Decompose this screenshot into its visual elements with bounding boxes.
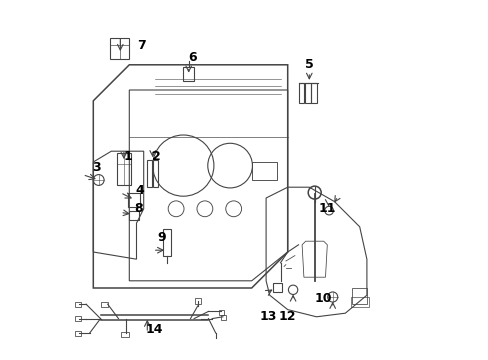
Text: 5: 5 (305, 58, 313, 71)
Text: 4: 4 (136, 184, 144, 197)
Text: 12: 12 (278, 310, 296, 323)
Text: 8: 8 (134, 202, 142, 215)
Text: 1: 1 (123, 150, 132, 163)
Text: 2: 2 (152, 150, 161, 163)
Text: 11: 11 (318, 202, 335, 215)
Text: 3: 3 (92, 161, 101, 174)
Text: 9: 9 (157, 231, 165, 244)
Text: 6: 6 (187, 51, 196, 64)
Text: 7: 7 (137, 39, 146, 51)
Text: 13: 13 (259, 310, 276, 323)
Text: 10: 10 (314, 292, 332, 305)
Text: 14: 14 (145, 323, 163, 336)
